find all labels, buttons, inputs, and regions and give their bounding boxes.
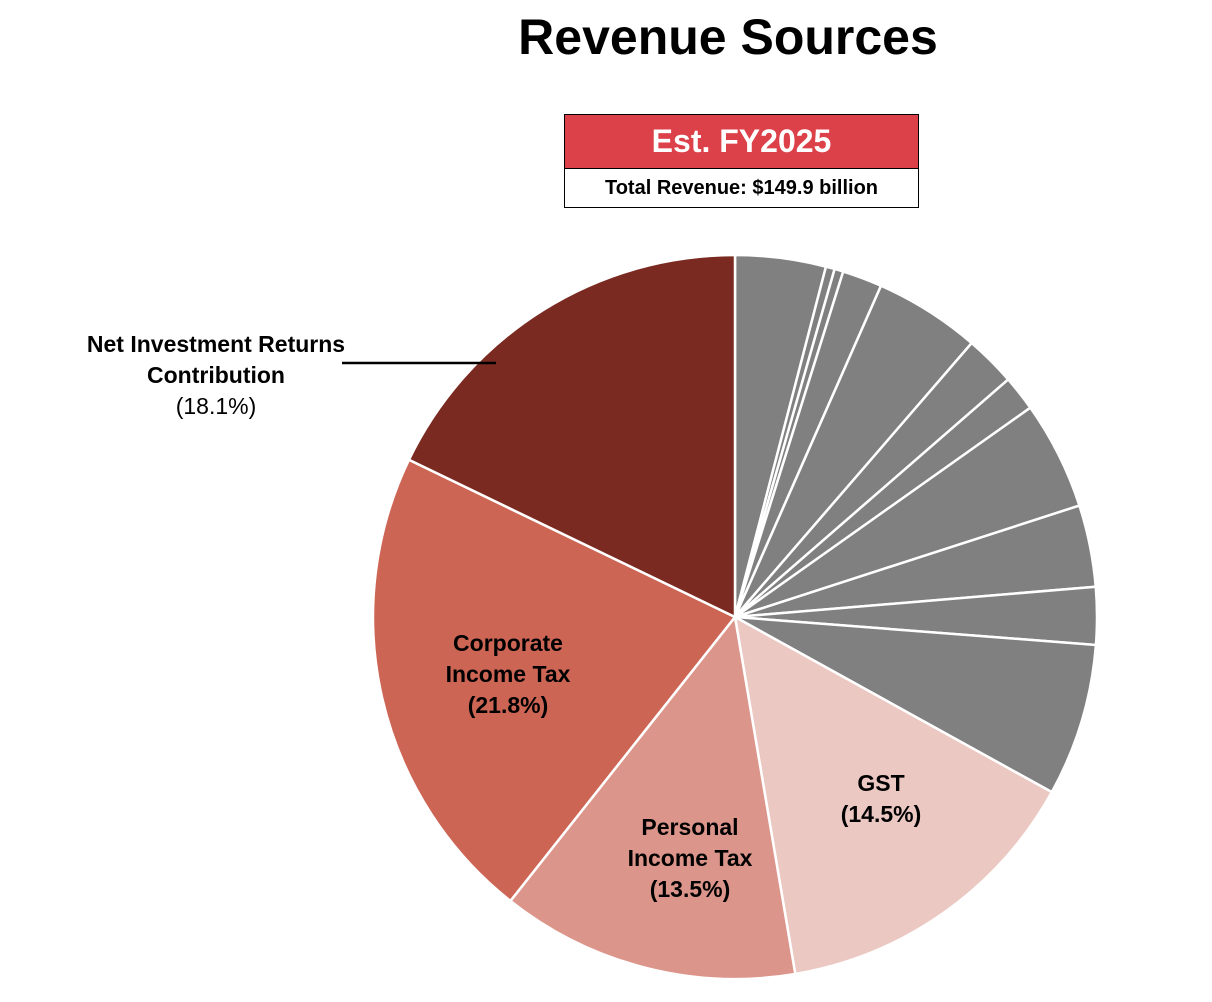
- estimate-box: Est. FY2025 Total Revenue: $149.9 billio…: [564, 114, 919, 208]
- label-corporate-income-tax: Corporate Income Tax (21.8%): [398, 628, 618, 721]
- label-net-investment-returns: Net Investment Returns Contribution (18.…: [46, 329, 386, 422]
- chart-title: Revenue Sources: [518, 9, 938, 65]
- label-personal-income-tax: Personal Income Tax (13.5%): [580, 812, 800, 905]
- label-personal-income-tax-name: Personal Income Tax: [627, 814, 753, 871]
- label-gst: GST (14.5%): [781, 768, 981, 830]
- pie-slice-corporate-income-tax: [371, 458, 737, 903]
- pie-slice-other-11: [733, 615, 1098, 794]
- label-gst-pct: (14.5%): [840, 801, 922, 827]
- label-personal-income-tax-pct: (13.5%): [649, 876, 731, 902]
- label-corporate-income-tax-name: Corporate Income Tax: [445, 630, 571, 687]
- label-corporate-income-tax-pct: (21.8%): [467, 692, 549, 718]
- label-net-investment-returns-name: Net Investment Returns Contribution: [86, 331, 346, 388]
- estimate-header: Est. FY2025: [565, 115, 918, 169]
- pie-slice-personal-income-tax: [509, 615, 797, 981]
- pie-slice-net-investment-returns-contribution: [407, 253, 737, 619]
- total-revenue-text: Total Revenue: $149.9 billion: [604, 177, 879, 199]
- label-gst-name: GST: [857, 770, 905, 796]
- label-net-investment-returns-pct: (18.1%): [175, 393, 257, 419]
- pie-slice-gst: [733, 615, 1054, 976]
